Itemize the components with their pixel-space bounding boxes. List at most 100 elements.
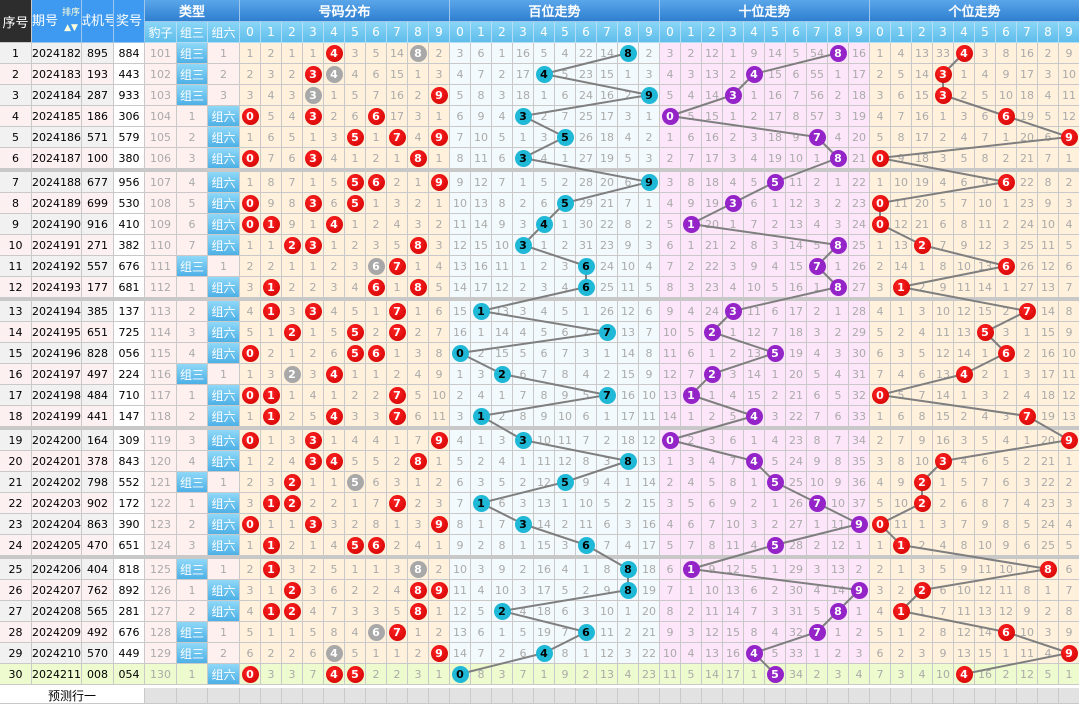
header-digit[interactable]: 7 [1017,22,1038,43]
row-issue[interactable]: 2024188 [32,172,82,193]
header-digit[interactable]: 6 [996,22,1017,43]
row-issue[interactable]: 2024197 [32,364,82,385]
header-digit[interactable]: 7 [807,22,828,43]
predict-cell[interactable] [177,688,208,704]
row-issue[interactable]: 2024186 [32,127,82,148]
header-trial[interactable]: 试机号 [82,0,114,43]
row-issue[interactable]: 2024209 [32,622,82,643]
header-digit[interactable]: 3 [723,22,744,43]
header-digit[interactable]: 2 [912,22,933,43]
header-digit[interactable]: 4 [954,22,975,43]
predict-cell[interactable] [744,688,765,704]
row-issue[interactable]: 2024193 [32,277,82,298]
header-seq[interactable]: 序号 [0,0,32,43]
header-digit[interactable]: 7 [387,22,408,43]
row-issue[interactable]: 2024203 [32,493,82,514]
predict-cell[interactable] [240,688,261,704]
header-digit[interactable]: 0 [660,22,681,43]
predict-cell[interactable] [145,688,177,704]
header-draw[interactable]: 奖号 [114,0,145,43]
predict-cell[interactable] [723,688,744,704]
predict-cell[interactable] [597,688,618,704]
row-issue[interactable]: 2024202 [32,472,82,493]
predict-cell[interactable] [933,688,954,704]
row-issue[interactable]: 2024205 [32,535,82,556]
row-issue[interactable]: 2024204 [32,514,82,535]
header-digit[interactable]: 1 [471,22,492,43]
header-digit[interactable]: 3 [513,22,534,43]
predict-cell[interactable] [1038,688,1059,704]
row-issue[interactable]: 2024182 [32,43,82,64]
header-digit[interactable]: 2 [492,22,513,43]
row-issue[interactable]: 2024196 [32,343,82,364]
header-digit[interactable]: 5 [975,22,996,43]
header-digit[interactable]: 9 [639,22,660,43]
predict-cell[interactable] [513,688,534,704]
predict-cell[interactable] [366,688,387,704]
row-issue[interactable]: 2024191 [32,235,82,256]
header-digit[interactable]: 5 [555,22,576,43]
header-digit[interactable]: 1 [261,22,282,43]
header-type-1[interactable]: 组三 [177,22,208,43]
predict-cell[interactable] [807,688,828,704]
predict-cell[interactable] [208,688,240,704]
row-issue[interactable]: 2024195 [32,322,82,343]
header-type-2[interactable]: 组六 [208,22,240,43]
predict-cell[interactable] [639,688,660,704]
predict-cell[interactable] [849,688,870,704]
predict-cell[interactable] [975,688,996,704]
header-digit[interactable]: 5 [765,22,786,43]
header-digit[interactable]: 2 [282,22,303,43]
row-issue[interactable]: 2024187 [32,148,82,169]
predict-cell[interactable] [471,688,492,704]
row-issue[interactable]: 2024208 [32,601,82,622]
header-digit[interactable]: 9 [429,22,450,43]
predict-cell[interactable] [660,688,681,704]
predict-cell[interactable] [828,688,849,704]
row-issue[interactable]: 2024206 [32,559,82,580]
row-issue[interactable]: 2024198 [32,385,82,406]
predict-cell[interactable] [282,688,303,704]
row-issue[interactable]: 2024183 [32,64,82,85]
predict-cell[interactable] [387,688,408,704]
header-digit[interactable]: 8 [1038,22,1059,43]
header-digit[interactable]: 6 [786,22,807,43]
row-issue[interactable]: 2024185 [32,106,82,127]
row-issue[interactable]: 2024199 [32,406,82,427]
predict-cell[interactable] [870,688,891,704]
predict-cell[interactable] [534,688,555,704]
header-digit[interactable]: 8 [618,22,639,43]
header-digit[interactable]: 0 [450,22,471,43]
row-issue[interactable]: 2024190 [32,214,82,235]
predict-cell[interactable] [786,688,807,704]
row-issue[interactable]: 2024194 [32,301,82,322]
predict-cell[interactable] [576,688,597,704]
predict-cell[interactable] [891,688,912,704]
header-digit[interactable]: 5 [345,22,366,43]
predict-cell[interactable] [996,688,1017,704]
predict-cell[interactable] [303,688,324,704]
row-issue[interactable]: 2024211 [32,664,82,685]
predict-cell[interactable] [345,688,366,704]
header-digit[interactable]: 4 [744,22,765,43]
predict-cell[interactable] [765,688,786,704]
predict-cell[interactable] [324,688,345,704]
predict-cell[interactable] [954,688,975,704]
row-issue[interactable]: 2024201 [32,451,82,472]
predict-cell[interactable] [618,688,639,704]
header-digit[interactable]: 4 [534,22,555,43]
header-digit[interactable]: 0 [870,22,891,43]
header-digit[interactable]: 2 [702,22,723,43]
header-digit[interactable]: 8 [828,22,849,43]
sort-button[interactable]: 排序 ▲▼ [62,8,81,33]
header-digit[interactable]: 3 [933,22,954,43]
row-issue[interactable]: 2024192 [32,256,82,277]
header-digit[interactable]: 3 [303,22,324,43]
predict-cell[interactable] [261,688,282,704]
predict-cell[interactable] [492,688,513,704]
row-issue[interactable]: 2024184 [32,85,82,106]
row-issue[interactable]: 2024210 [32,643,82,664]
predict-cell[interactable] [450,688,471,704]
header-digit[interactable]: 0 [240,22,261,43]
predict-cell[interactable] [1017,688,1038,704]
